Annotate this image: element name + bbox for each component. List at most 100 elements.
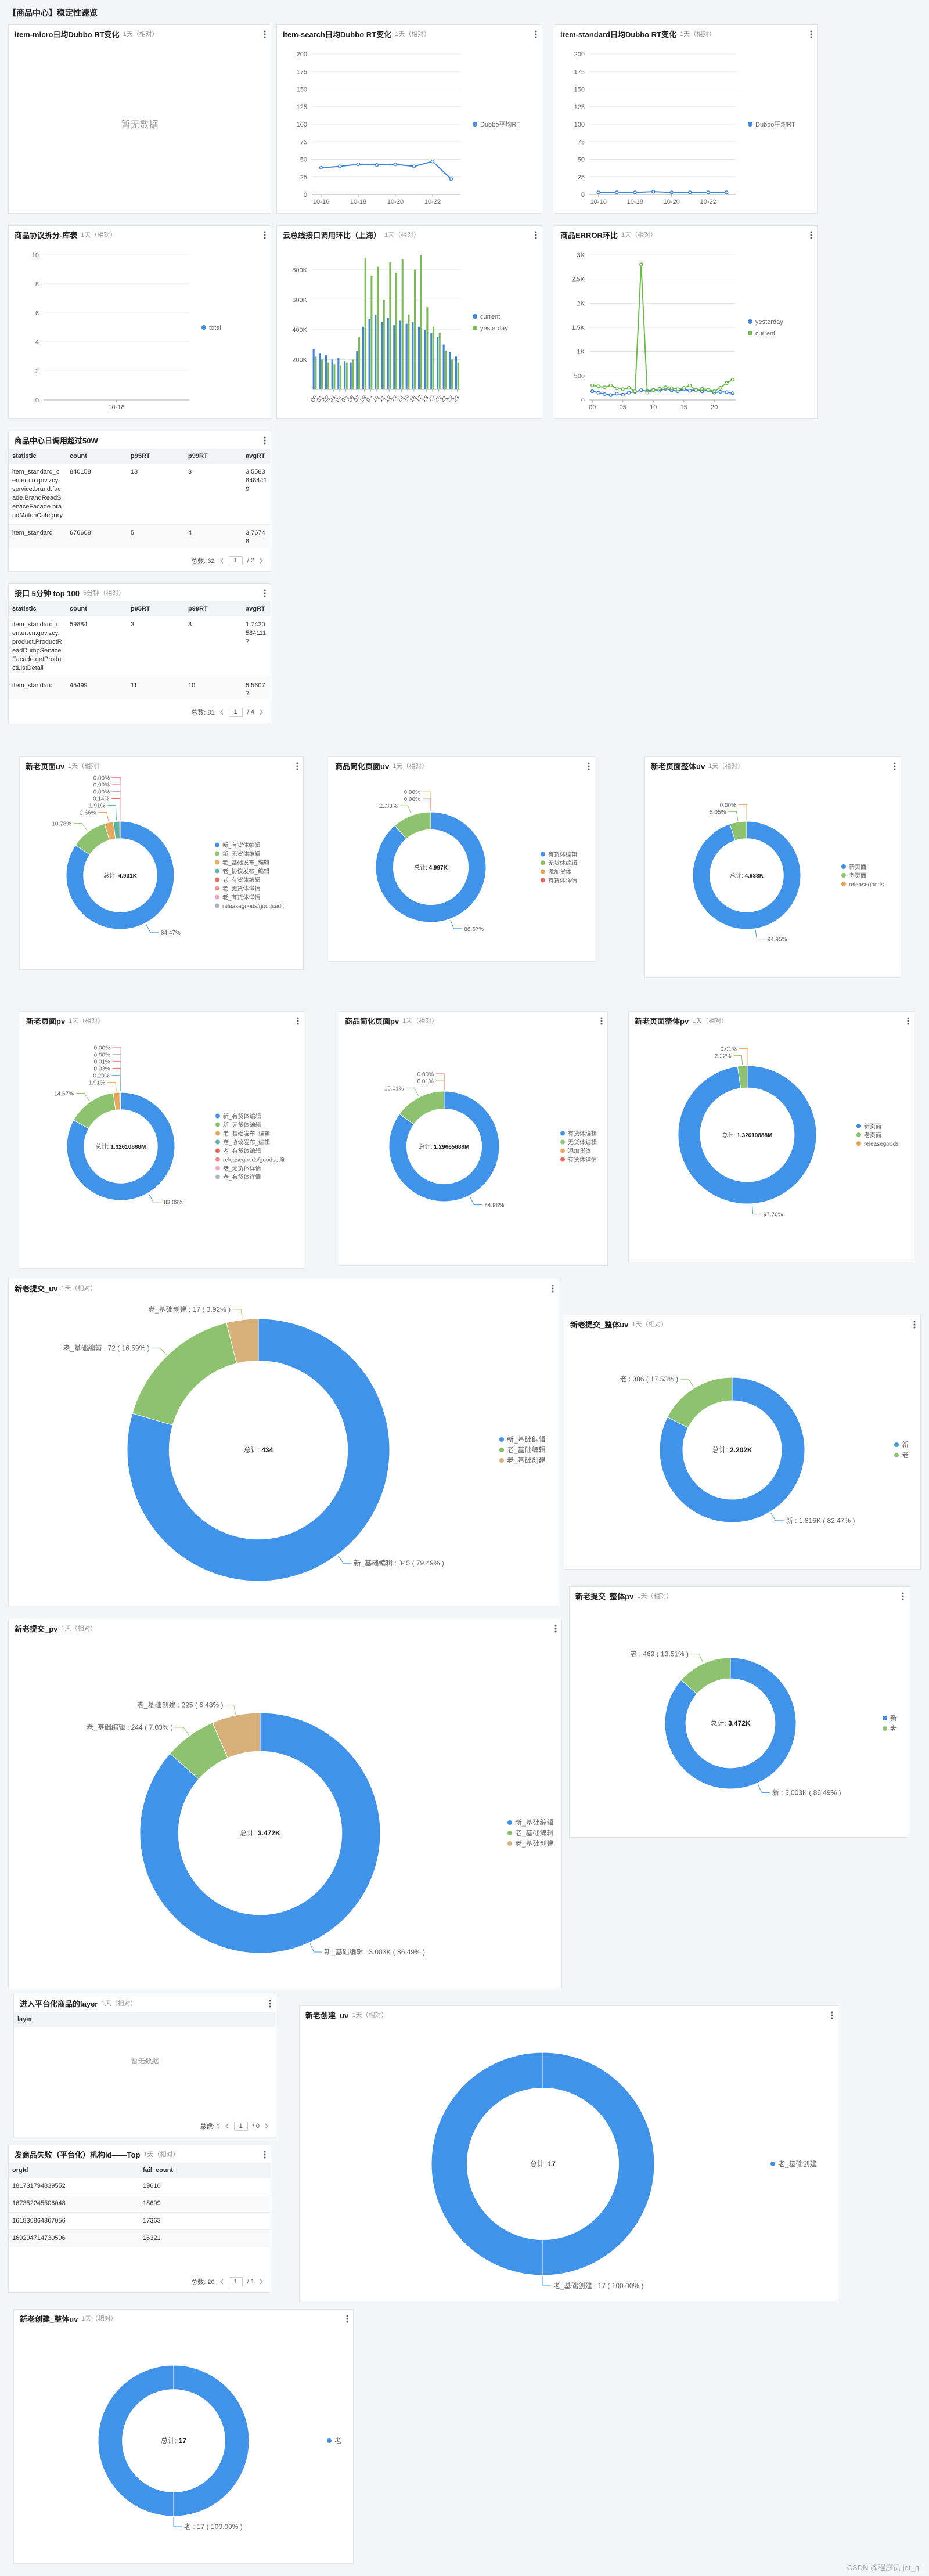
center-value: 4.997K bbox=[429, 865, 448, 871]
table-row: 161836864367056 17363 bbox=[9, 2212, 271, 2230]
bar bbox=[387, 318, 389, 389]
menu-dot bbox=[264, 36, 266, 38]
panel-title: 新老创建_uv bbox=[305, 2011, 349, 2020]
bar bbox=[321, 359, 323, 389]
donut-slice bbox=[139, 1712, 381, 1954]
legend-swatch bbox=[841, 873, 846, 878]
legend-label: 添加货体 bbox=[568, 1148, 591, 1155]
legend-swatch bbox=[215, 1131, 220, 1136]
donut-center: 总计: 4.931K bbox=[103, 872, 138, 879]
x-tick-label: 05 bbox=[620, 404, 626, 411]
watermark: CSDN @程序员 jet_qi bbox=[847, 2563, 921, 2572]
data-label: 0.00% bbox=[404, 789, 420, 796]
page-count: / 1 bbox=[247, 2278, 254, 2285]
panel-subtitle: 1天（相对） bbox=[632, 1321, 668, 1328]
legend-swatch bbox=[215, 1113, 220, 1119]
bar bbox=[436, 337, 439, 389]
panel-title: 新老页面整体pv bbox=[635, 1016, 689, 1026]
panel-title: 新老页面uv bbox=[26, 762, 65, 771]
legend-swatch bbox=[215, 860, 219, 865]
chart-area: 0 500 1K 1.5K 2K 2.5K 3K 00 05 10 15 20 yesterday cur… bbox=[571, 252, 783, 411]
panel: 新老提交_整体uv 1天（相对） 新 : 1.816K ( 82.47% ) 老 : … bbox=[564, 1315, 921, 1570]
point bbox=[608, 383, 613, 388]
legend-label: 新页面 bbox=[849, 863, 866, 871]
donut-slice bbox=[667, 1377, 733, 1428]
table-cell: 17363 bbox=[139, 2212, 271, 2230]
panel-title: 商品协议拆分-库表 bbox=[15, 230, 78, 240]
legend-label: 无货体编辑 bbox=[568, 1139, 597, 1146]
panel-header: 新老提交_pv 1天（相对） bbox=[9, 1619, 561, 1637]
column-header: statistic bbox=[9, 601, 66, 616]
center-value: 1.29665688M bbox=[434, 1144, 469, 1150]
panel-header: 商品协议拆分-库表 1天（相对） bbox=[9, 226, 271, 243]
table-rows: 181731794839552 19610 167352245506048 18699… bbox=[9, 2178, 271, 2247]
panel-subtitle: 1天（相对） bbox=[61, 1625, 97, 1632]
center-label: 总计: bbox=[161, 2437, 179, 2445]
panel-subtitle: 1天（相对） bbox=[402, 1018, 438, 1024]
no-data: 暂无数据 bbox=[121, 120, 158, 130]
y-tick-label: 150 bbox=[297, 86, 307, 93]
menu-dot bbox=[600, 1023, 603, 1025]
table-body: orgId fail_count 181731794839552 19610 16735… bbox=[9, 2163, 271, 2269]
chevron bbox=[219, 709, 224, 715]
bar bbox=[350, 362, 352, 389]
table-body: statistic count p95RT p99RT avgRT item_standa… bbox=[9, 449, 271, 548]
point bbox=[688, 388, 692, 393]
legend-label: 老_协议发布_编辑 bbox=[222, 868, 269, 875]
bar bbox=[312, 349, 315, 389]
label-leader bbox=[770, 1512, 784, 1521]
legend-label: Dubbo平均RT bbox=[755, 121, 795, 128]
data-label: 老 : 386 ( 17.53% ) bbox=[620, 1375, 678, 1383]
point bbox=[627, 391, 631, 395]
label-leader bbox=[542, 2276, 551, 2286]
point bbox=[645, 391, 649, 395]
point bbox=[688, 383, 692, 388]
column-header: orgId bbox=[9, 2163, 139, 2178]
legend-swatch bbox=[499, 1448, 504, 1452]
bar bbox=[449, 352, 451, 389]
panel-subtitle: 1天（相对） bbox=[81, 232, 117, 239]
label-leader bbox=[233, 1309, 243, 1319]
page-current: 1 bbox=[233, 2122, 248, 2131]
data-label: 0.00% bbox=[93, 775, 110, 781]
menu-icon bbox=[810, 231, 812, 239]
chart-area: 0 2 4 6 8 10 10-18 total bbox=[32, 252, 221, 411]
legend-label: 新_有货体编辑 bbox=[223, 1113, 261, 1120]
data-label: 0.03% bbox=[93, 1066, 110, 1072]
label-leader bbox=[755, 929, 765, 940]
label-leader bbox=[728, 811, 739, 821]
legend-swatch bbox=[215, 1122, 220, 1127]
panel: 新老页面uv 1天（相对） 84.47% 10.78% 2.66% 1.91% 0.14% 0… bbox=[19, 756, 304, 970]
center-label: 总计: bbox=[103, 872, 118, 879]
table-cell: 3.55838484419 bbox=[242, 464, 271, 525]
header-row: statistic count p95RT p99RT avgRT bbox=[9, 449, 271, 464]
table-cell: 5.56077 bbox=[242, 677, 271, 699]
header-row: orgId fail_count bbox=[9, 2163, 271, 2178]
menu-dot bbox=[297, 1020, 299, 1022]
point bbox=[596, 391, 600, 395]
legend-label: 老页面 bbox=[864, 1131, 881, 1139]
page-current: 1 bbox=[228, 2277, 243, 2286]
point bbox=[590, 389, 595, 394]
panel-subtitle: 1天（相对） bbox=[69, 1018, 105, 1024]
column-header: layer bbox=[14, 2012, 276, 2027]
donut-slice bbox=[692, 821, 801, 930]
table-cell: item_standard_center:cn.gov.zcy.product.… bbox=[9, 616, 66, 677]
center-value: 3.472K bbox=[258, 1829, 280, 1837]
x-tick-label: 15 bbox=[680, 404, 687, 411]
y-tick-label: 1.5K bbox=[571, 324, 585, 331]
point bbox=[657, 387, 661, 391]
menu-dot bbox=[264, 33, 266, 35]
label-leader bbox=[173, 2517, 182, 2527]
y-tick-label: 125 bbox=[297, 104, 307, 111]
label-leader bbox=[757, 1784, 770, 1793]
menu-icon bbox=[554, 1625, 557, 1633]
menu-dot bbox=[264, 592, 266, 594]
page-current: 1 bbox=[228, 556, 243, 565]
point bbox=[621, 387, 625, 391]
panel: 新老提交_uv 1天（相对） 新_基础编辑 : 345 ( 79.49% ) 老_基础… bbox=[8, 1279, 559, 1606]
legend-label: releasegoods/goodsedit bbox=[223, 1157, 285, 1164]
bar bbox=[358, 337, 361, 389]
center-value: 434 bbox=[261, 1446, 273, 1454]
x-tick-label: 00 bbox=[589, 404, 596, 411]
